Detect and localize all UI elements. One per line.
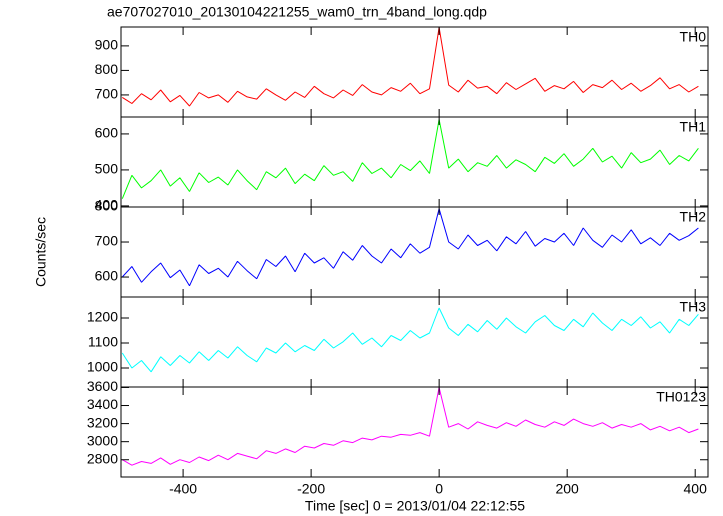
panel-label: TH3 xyxy=(680,299,707,315)
y-tick-label: 3400 xyxy=(87,396,118,412)
y-tick-label: 700 xyxy=(95,233,119,249)
series-line xyxy=(122,27,699,107)
x-tick-label: 400 xyxy=(684,481,708,497)
y-tick-label: 2800 xyxy=(87,450,118,466)
x-tick-label: -200 xyxy=(297,481,325,497)
y-axis-label: Counts/sec xyxy=(33,217,49,287)
panel-frame xyxy=(120,206,709,298)
panel-label: TH1 xyxy=(680,119,707,135)
chart-title: ae707027010_20130104221255_wam0_trn_4ban… xyxy=(107,4,487,20)
panel-frame xyxy=(120,26,709,118)
y-tick-label: 800 xyxy=(95,198,119,214)
y-tick-label: 500 xyxy=(95,161,119,177)
panel-frame xyxy=(120,386,709,478)
series-line xyxy=(121,208,699,287)
panel-frame xyxy=(120,116,709,208)
x-tick-label: 200 xyxy=(555,481,579,497)
panel-label: TH2 xyxy=(680,209,707,225)
y-tick-label: 600 xyxy=(95,125,119,141)
panel-label: TH0123 xyxy=(656,389,706,405)
y-tick-label: 900 xyxy=(95,37,119,53)
y-tick-label: 600 xyxy=(95,268,119,284)
y-tick-label: 700 xyxy=(95,86,119,102)
y-tick-label: 1100 xyxy=(88,334,118,350)
y-tick-label: 400 xyxy=(95,197,119,213)
x-tick-label: 0 xyxy=(435,481,443,497)
series-line xyxy=(121,307,699,373)
panel-frame xyxy=(120,296,709,388)
y-tick-label: 800 xyxy=(95,61,119,77)
series-line xyxy=(122,387,699,466)
y-tick-label: 1200 xyxy=(87,309,118,325)
x-axis-label: Time [sec] 0 = 2013/01/04 22:12:55 xyxy=(305,498,525,514)
y-tick-label: 3600 xyxy=(87,378,118,394)
panel-label: TH0 xyxy=(680,29,707,45)
y-tick-label: 3000 xyxy=(87,432,118,448)
series-line xyxy=(121,119,699,199)
x-tick-label: -400 xyxy=(169,481,197,497)
y-tick-label: 1000 xyxy=(87,359,118,375)
y-tick-label: 3200 xyxy=(87,414,118,430)
